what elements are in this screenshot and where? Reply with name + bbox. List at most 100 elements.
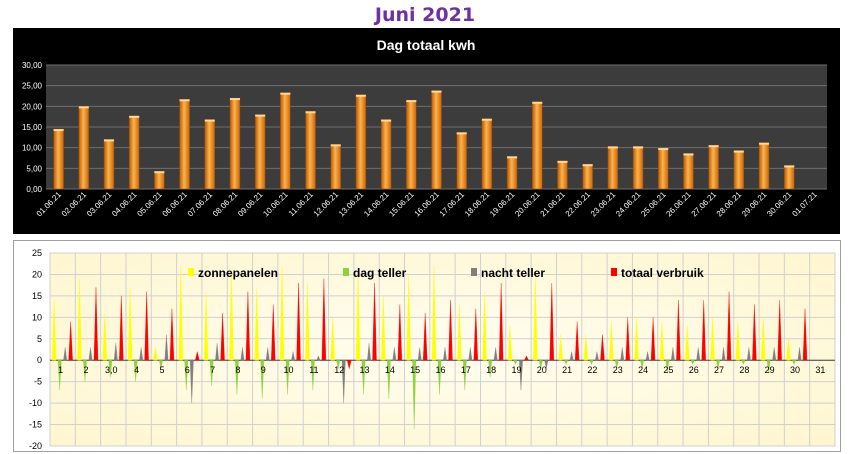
chart2-y-tick-label: 0 (37, 355, 42, 365)
chart2-spike-dag-teller (108, 360, 113, 378)
chart2-spike-nacht-teller (595, 351, 599, 361)
chart2-x-tick-label: 25 (663, 365, 673, 375)
chart2-spike-zonnepanelen (102, 313, 107, 361)
chart1-y-tick-label: 20,00 (22, 102, 43, 111)
chart2-legend-swatch (343, 268, 349, 276)
chart1-bar (406, 99, 417, 190)
chart2-spike-totaal-verbruik (347, 360, 352, 369)
chart2-legend-swatch (611, 268, 617, 276)
chart2-legend-label: dag teller (353, 266, 407, 280)
chart1-y-tick-label: 30,00 (22, 61, 43, 70)
chart2-spike-nacht-teller (493, 347, 498, 361)
chart2-spike-totaal-verbruik (701, 300, 706, 361)
chart2-spike-totaal-verbruik (169, 308, 175, 361)
chart1-bar-cap (557, 160, 568, 163)
chart2-spike-totaal-verbruik (220, 313, 225, 361)
chart2-plot-area (49, 252, 836, 447)
chart2-x-tick-label: 20 (537, 365, 547, 375)
chart2-legend-label: nacht teller (481, 266, 545, 280)
chart2-spike-zonnepanelen (77, 278, 82, 361)
chart1-bar (683, 153, 694, 190)
chart1-bar (380, 119, 392, 190)
chart2-spike-nacht-teller (164, 334, 169, 361)
chart1-bar (632, 146, 644, 190)
chart2-spike-nacht-teller (519, 360, 523, 391)
chart2-y-tick-label: -10 (29, 398, 42, 408)
chart1-bar-cap (355, 94, 366, 97)
chart2-spike-nacht-teller (797, 347, 802, 361)
chart2-x-tick-label: 7 (210, 365, 215, 375)
chart2-spike-nacht-teller (139, 347, 144, 361)
chart2-spike-totaal-verbruik (473, 308, 478, 361)
chart1-bar-cap (229, 98, 240, 101)
chart2-x-tick-label: 23 (613, 365, 623, 375)
chart2-x-tick-label: 18 (486, 365, 496, 375)
chart2-legend-swatch (188, 268, 194, 276)
chart1-bar (557, 160, 568, 190)
chart2-x-tick-label: 31 (815, 365, 825, 375)
chart1-bar-cap (456, 132, 467, 135)
chart2-spike-dag-teller (513, 360, 518, 365)
chart2-spike-nacht-teller (88, 347, 93, 361)
chart1-y-tick-label: 10,00 (22, 144, 43, 153)
chart2-spike-zonnepanelen (457, 304, 462, 361)
chart2-x-tick-label: 30 (790, 365, 800, 375)
chart2-spike-totaal-verbruik (372, 283, 377, 361)
chart2-x-tick-label: 4 (134, 365, 139, 375)
chart2-x-tick-label: 27 (714, 365, 724, 375)
chart1-bar-cap (759, 142, 770, 145)
chart2-spike-nacht-teller (392, 347, 397, 361)
chart1-bar-cap (607, 146, 618, 149)
chart1-bar (103, 139, 115, 190)
chart2-spike-nacht-teller (443, 347, 447, 361)
chart1-bar-cap (129, 115, 140, 118)
chart2-spike-dag-teller (690, 360, 695, 365)
chart1-bar-cap (154, 171, 165, 174)
chart1-bar (254, 114, 266, 190)
chart2-x-tick-label: 10 (284, 365, 294, 375)
chart2-x-tick-label: 13 (360, 365, 370, 375)
chart2-x-tick-label: 1 (58, 365, 63, 375)
chart2-spike-totaal-verbruik (752, 304, 757, 361)
chart2-spike-zonnepanelen (482, 291, 487, 361)
chart2-x-tick-label: 19 (511, 365, 521, 375)
chart2-spike-nacht-teller (746, 347, 751, 361)
chart2-spike-zonnepanelen (229, 270, 234, 361)
chart2-spike-totaal-verbruik (600, 334, 605, 361)
chart2-spike-totaal-verbruik (397, 304, 403, 361)
chart2-spike-zonnepanelen (786, 338, 791, 361)
chart1-bar (758, 142, 770, 190)
chart2-legend-swatch (471, 268, 477, 276)
chart2-spike-nacht-teller (696, 347, 701, 361)
chart2-spike-dag-teller (386, 360, 391, 399)
chart2-spike-totaal-verbruik (93, 287, 99, 361)
chart1-bar-cap (532, 101, 543, 104)
chart1-bar (783, 165, 795, 190)
chart2-spike-dag-teller (564, 360, 569, 365)
chart2-x-tick-label: 3,0 (105, 365, 118, 375)
chart2-spike-zonnepanelen (355, 270, 361, 361)
chart2-x-tick-label: 15 (410, 365, 420, 375)
chart1-bar-cap (708, 145, 719, 148)
chart1-bar (708, 144, 719, 190)
chart2-spike-zonnepanelen (330, 317, 335, 361)
chart2-spike-dag-teller (665, 360, 670, 374)
chart2-spike-dag-teller (159, 360, 163, 369)
chart2-spike-nacht-teller (240, 347, 245, 361)
chart2-spike-totaal-verbruik (574, 321, 580, 361)
chart2-y-tick-label: -5 (34, 377, 42, 387)
chart2-spike-totaal-verbruik (195, 351, 200, 361)
chart2-spike-totaal-verbruik (676, 300, 681, 361)
chart2-spike-nacht-teller (620, 347, 625, 361)
chart1-bar-cap (305, 111, 316, 114)
chart2-spike-nacht-teller (417, 347, 422, 361)
chart2-spike-totaal-verbruik (271, 304, 276, 361)
chart1-bar (53, 128, 64, 190)
chart1-bar-cap (255, 114, 266, 117)
chart2-spike-nacht-teller (468, 347, 473, 361)
chart1-bar-cap (658, 148, 669, 151)
chart1-bar (456, 132, 467, 190)
chart2-spike-totaal-verbruik (650, 317, 656, 361)
chart2-spike-dag-teller (640, 360, 644, 369)
chart1-bar-cap (507, 156, 518, 159)
